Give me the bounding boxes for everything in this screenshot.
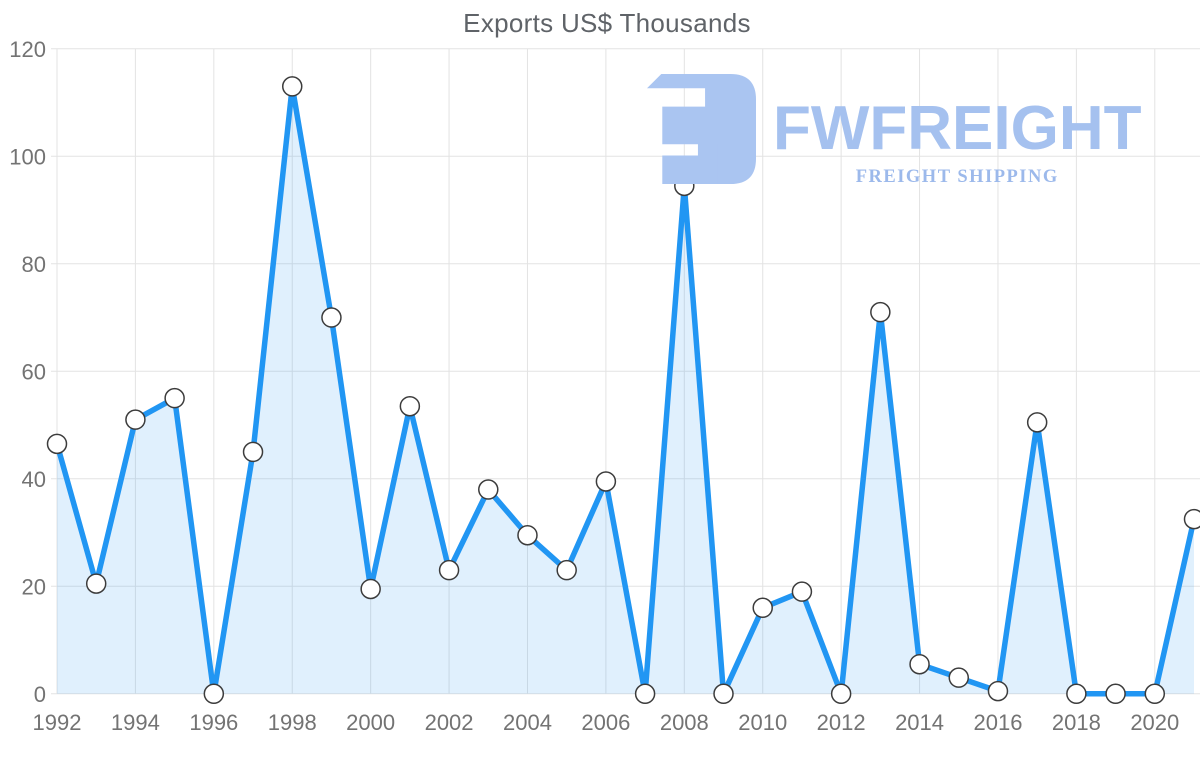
x-tick-label: 2010 bbox=[738, 710, 787, 735]
fwfreight-logo-icon bbox=[647, 74, 756, 184]
y-tick-label: 100 bbox=[9, 144, 46, 169]
logo-mark-shape bbox=[647, 74, 718, 89]
data-point-marker bbox=[987, 680, 1009, 702]
data-point-marker bbox=[595, 471, 617, 492]
data-point-marker bbox=[85, 573, 107, 594]
data-point-marker bbox=[634, 683, 656, 705]
chart-title: Exports US$ Thousands bbox=[463, 8, 751, 38]
data-point-marker bbox=[478, 479, 499, 500]
data-point-marker bbox=[556, 559, 577, 581]
y-tick-label: 40 bbox=[22, 467, 46, 492]
y-tick-label: 80 bbox=[22, 252, 46, 277]
fwfreight-logo: FWFREIGHT FREIGHT SHIPPING bbox=[646, 74, 1142, 188]
x-tick-label: 1994 bbox=[111, 710, 160, 735]
y-tick-label: 60 bbox=[22, 359, 46, 384]
data-point-marker bbox=[1183, 508, 1200, 530]
x-tick-label: 1992 bbox=[33, 710, 82, 735]
logo-mark-shape bbox=[705, 74, 756, 184]
x-tick-label: 2008 bbox=[660, 710, 709, 735]
trend-line bbox=[54, 83, 1197, 697]
x-tick-label: 2004 bbox=[503, 710, 552, 735]
logo-mark-shape bbox=[662, 106, 718, 145]
x-tick-label: 2002 bbox=[425, 710, 474, 735]
x-tick-label: 2014 bbox=[895, 710, 944, 735]
logo-wordmark: FWFREIGHT bbox=[773, 94, 1142, 163]
y-tick-label: 0 bbox=[34, 682, 46, 707]
data-point-marker bbox=[1066, 683, 1087, 705]
data-point-marker bbox=[242, 441, 264, 463]
data-point-marker bbox=[281, 76, 303, 97]
data-point-marker bbox=[438, 559, 460, 581]
data-point-marker bbox=[870, 301, 891, 323]
x-tick-label: 2018 bbox=[1052, 710, 1101, 735]
data-point-marker bbox=[948, 667, 970, 688]
x-tick-label: 2012 bbox=[817, 710, 866, 735]
x-tick-label: 2020 bbox=[1130, 710, 1179, 735]
data-point-marker bbox=[752, 597, 773, 619]
x-tick-label: 2000 bbox=[346, 710, 395, 735]
area-fill bbox=[57, 86, 1194, 694]
data-point-marker bbox=[46, 433, 68, 455]
data-point-marker bbox=[909, 653, 930, 675]
data-point-marker bbox=[321, 307, 342, 328]
x-tick-label: 2006 bbox=[581, 710, 630, 735]
x-tick-label: 1998 bbox=[268, 710, 317, 735]
data-point-marker bbox=[791, 581, 813, 602]
logo-tagline: FREIGHT SHIPPING bbox=[855, 167, 1059, 187]
data-point-marker bbox=[360, 578, 381, 600]
data-point-marker bbox=[203, 683, 225, 705]
data-point-marker bbox=[399, 395, 421, 417]
data-point-marker bbox=[1144, 683, 1166, 705]
data-point-marker bbox=[1105, 683, 1126, 705]
logo-text-block: FWFREIGHT FREIGHT SHIPPING bbox=[773, 74, 1142, 188]
logo-mark-shape bbox=[662, 143, 718, 184]
x-tick-label: 1996 bbox=[189, 710, 238, 735]
data-point-marker bbox=[125, 409, 146, 430]
data-point-marker bbox=[1026, 412, 1048, 433]
y-tick-label: 120 bbox=[9, 37, 46, 62]
x-tick-label: 2016 bbox=[973, 710, 1022, 735]
data-point-marker bbox=[164, 387, 185, 409]
data-point-marker bbox=[830, 683, 852, 705]
y-tick-label: 20 bbox=[22, 574, 46, 599]
data-point-marker bbox=[713, 683, 734, 705]
data-point-marker bbox=[517, 524, 538, 546]
